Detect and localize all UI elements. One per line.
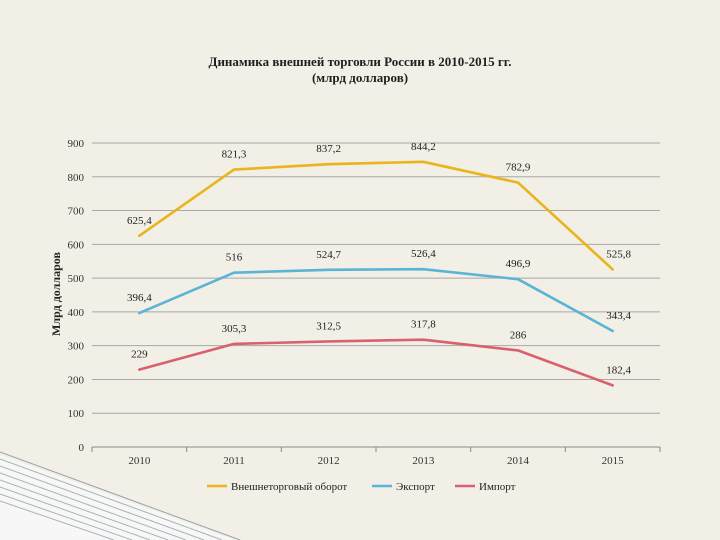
data-label: 229 [131, 349, 148, 361]
data-label: 182,4 [606, 364, 631, 376]
data-label: 305,3 [222, 323, 247, 335]
x-tick-label: 2011 [223, 455, 245, 467]
data-label: 343,4 [606, 310, 631, 322]
y-tick-label: 200 [68, 374, 85, 386]
data-label: 286 [510, 329, 527, 341]
y-tick-label: 100 [68, 408, 85, 420]
legend-label: Экспорт [396, 481, 435, 493]
series-line-3 [138, 338, 615, 387]
y-tick-label: 900 [68, 138, 85, 150]
legend-label: Внешнеторговый оборот [231, 481, 347, 493]
data-label: 526,4 [411, 248, 436, 260]
y-tick-label: 600 [68, 239, 85, 251]
y-tick-label: 300 [68, 341, 85, 353]
legend-label: Импорт [479, 481, 516, 493]
x-tick-label: 2012 [318, 455, 340, 467]
data-label: 782,9 [506, 162, 531, 174]
y-tick-label: 400 [68, 307, 85, 319]
y-axis-ticks: 0 100 200 300 400 500 600 700 800 900 [68, 138, 85, 454]
y-tick-label: 800 [68, 172, 85, 184]
y-axis-label: Млрд долларов [49, 252, 63, 336]
corner-decoration [0, 451, 241, 540]
data-label: 396,4 [127, 292, 152, 304]
series-lines [138, 160, 615, 387]
chart-subtitle: (млрд долларов) [312, 70, 408, 85]
data-label: 516 [226, 252, 243, 264]
series-line-2 [138, 267, 615, 333]
data-label: 821,3 [222, 149, 247, 161]
data-labels: 625,4 821,3 837,2 844,2 782,9 525,8 396,4 516 52… [127, 141, 632, 377]
data-label: 312,5 [316, 320, 341, 332]
data-label: 625,4 [127, 215, 152, 227]
data-label: 844,2 [411, 141, 436, 153]
data-label: 317,8 [411, 319, 436, 331]
data-label: 525,8 [606, 248, 631, 260]
data-label: 524,7 [316, 249, 341, 261]
y-tick-label: 500 [68, 273, 85, 285]
x-tick-label: 2014 [507, 455, 530, 467]
data-label: 496,9 [506, 258, 531, 270]
gridlines [92, 142, 660, 448]
y-tick-label: 0 [79, 442, 85, 454]
series-line-1 [138, 160, 615, 271]
y-tick-label: 700 [68, 206, 85, 218]
data-label: 837,2 [316, 143, 341, 155]
chart-title: Динамика внешней торговли России в 2010-… [209, 54, 512, 69]
x-axis-ticks: 2010 2011 2012 2013 2014 2015 [91, 447, 661, 467]
legend: Внешнеторговый оборот Экспорт Импорт [207, 481, 516, 493]
x-tick-label: 2010 [128, 455, 151, 467]
x-tick-label: 2015 [602, 455, 625, 467]
x-tick-label: 2013 [412, 455, 435, 467]
